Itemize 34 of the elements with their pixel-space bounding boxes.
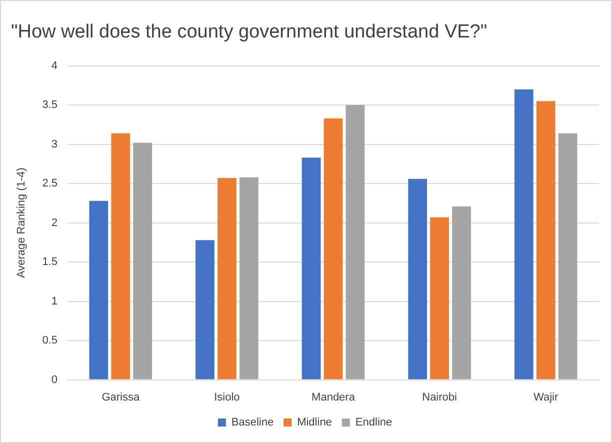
y-tick-label: 3.5 xyxy=(42,99,58,112)
bar xyxy=(536,101,556,380)
y-tick-label: 0.5 xyxy=(42,334,58,347)
x-tick-label: Nairobi xyxy=(422,391,457,404)
y-axis-title: Average Ranking (1-4) xyxy=(16,168,28,278)
bar xyxy=(346,105,365,380)
y-tick-label: 1.5 xyxy=(42,256,58,268)
y-tick-label: 2.5 xyxy=(42,178,58,190)
bar xyxy=(558,133,578,380)
bar xyxy=(218,178,236,380)
chart-title: "How well does the county government understand VE?" xyxy=(11,22,488,43)
legend-label: Endline xyxy=(355,416,392,429)
bar xyxy=(452,206,471,380)
bar xyxy=(89,200,108,380)
bar xyxy=(111,133,130,380)
x-tick-label: Wajir xyxy=(534,391,558,404)
legend-label: Baseline xyxy=(231,416,274,429)
bar xyxy=(239,177,258,380)
bar xyxy=(302,158,321,380)
y-tick-label: 4 xyxy=(51,60,58,72)
bar xyxy=(133,142,152,380)
legend-label: Midline xyxy=(297,416,332,429)
x-tick-label: Mandera xyxy=(312,391,356,404)
bar xyxy=(196,240,214,380)
x-tick-label: Garissa xyxy=(102,391,140,404)
y-tick-label: 3 xyxy=(51,138,58,150)
bar xyxy=(514,89,534,380)
x-tick-label: Isiolo xyxy=(214,391,240,404)
y-tick-label: 0 xyxy=(51,374,58,386)
bar xyxy=(430,217,449,380)
bar xyxy=(408,178,428,380)
y-tick-label: 1 xyxy=(51,295,58,308)
bar xyxy=(324,118,343,380)
y-tick-label: 2 xyxy=(51,216,58,229)
